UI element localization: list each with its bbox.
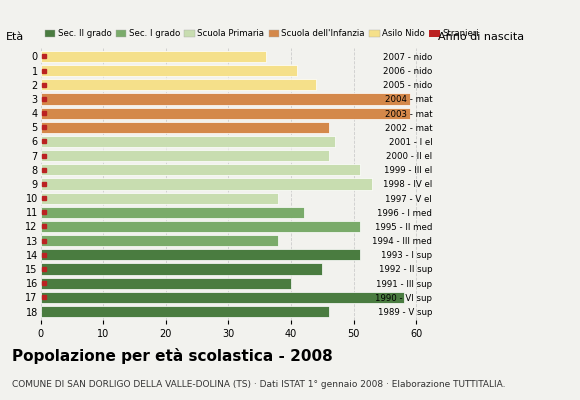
Bar <box>41 122 329 133</box>
Bar <box>41 79 316 90</box>
Bar <box>41 178 372 190</box>
Bar <box>41 306 329 317</box>
Text: COMUNE DI SAN DORLIGO DELLA VALLE-DOLINA (TS) · Dati ISTAT 1° gennaio 2008 · Ela: COMUNE DI SAN DORLIGO DELLA VALLE-DOLINA… <box>12 380 505 389</box>
Bar <box>41 108 410 119</box>
Text: Età: Età <box>6 32 24 42</box>
Bar <box>41 136 335 147</box>
Bar <box>41 235 278 246</box>
Text: Anno di nascita: Anno di nascita <box>438 32 524 42</box>
Bar <box>41 264 322 274</box>
Bar <box>41 278 291 289</box>
Bar <box>41 150 329 161</box>
Bar <box>41 65 298 76</box>
Bar <box>41 51 266 62</box>
Bar <box>41 221 360 232</box>
Bar <box>41 292 404 303</box>
Bar <box>41 193 278 204</box>
Bar <box>41 207 303 218</box>
Bar <box>41 249 360 260</box>
Text: Popolazione per età scolastica - 2008: Popolazione per età scolastica - 2008 <box>12 348 332 364</box>
Legend: Sec. II grado, Sec. I grado, Scuola Primaria, Scuola dell'Infanzia, Asilo Nido, : Sec. II grado, Sec. I grado, Scuola Prim… <box>45 29 479 38</box>
Bar <box>41 94 410 104</box>
Bar <box>41 164 360 175</box>
